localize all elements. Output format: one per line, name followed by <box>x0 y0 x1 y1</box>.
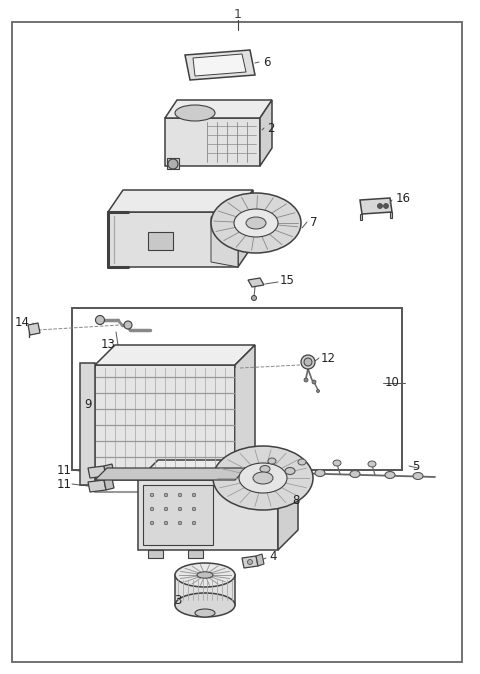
Polygon shape <box>260 100 272 166</box>
Circle shape <box>248 559 252 565</box>
Polygon shape <box>360 214 362 220</box>
Polygon shape <box>143 485 213 545</box>
Circle shape <box>377 204 383 208</box>
Ellipse shape <box>413 472 423 479</box>
Polygon shape <box>95 345 255 365</box>
Ellipse shape <box>211 193 301 253</box>
Text: 14: 14 <box>14 317 29 330</box>
Ellipse shape <box>195 609 215 617</box>
Circle shape <box>301 355 315 369</box>
Text: 9: 9 <box>84 398 92 412</box>
Circle shape <box>316 390 320 392</box>
Text: 11: 11 <box>57 477 72 491</box>
Polygon shape <box>165 118 260 166</box>
Text: 4: 4 <box>269 549 276 563</box>
Text: 10: 10 <box>385 377 400 390</box>
Circle shape <box>124 321 132 329</box>
Circle shape <box>252 295 256 301</box>
Polygon shape <box>148 550 163 558</box>
Polygon shape <box>138 480 278 550</box>
Ellipse shape <box>175 593 235 617</box>
Circle shape <box>384 204 388 208</box>
Ellipse shape <box>175 563 235 587</box>
Circle shape <box>164 493 168 497</box>
Circle shape <box>150 521 154 525</box>
Text: 3: 3 <box>174 594 182 607</box>
Polygon shape <box>185 50 255 80</box>
Polygon shape <box>165 100 272 118</box>
Ellipse shape <box>213 446 313 510</box>
Ellipse shape <box>315 470 325 477</box>
Circle shape <box>192 508 196 511</box>
Ellipse shape <box>368 461 376 467</box>
Text: 13: 13 <box>101 338 115 352</box>
Circle shape <box>168 159 178 169</box>
Circle shape <box>312 380 316 384</box>
Text: 11: 11 <box>57 464 72 477</box>
Ellipse shape <box>333 460 341 466</box>
Text: 2: 2 <box>267 121 275 135</box>
Polygon shape <box>95 365 235 480</box>
Circle shape <box>150 508 154 511</box>
Circle shape <box>304 358 312 366</box>
Circle shape <box>96 315 105 324</box>
Polygon shape <box>188 550 203 558</box>
Polygon shape <box>95 468 247 480</box>
Polygon shape <box>88 480 106 492</box>
Circle shape <box>192 493 196 497</box>
Text: 16: 16 <box>396 191 411 204</box>
Ellipse shape <box>350 470 360 477</box>
Polygon shape <box>248 278 264 287</box>
Circle shape <box>150 493 154 497</box>
Polygon shape <box>167 158 179 169</box>
Ellipse shape <box>298 459 306 465</box>
Polygon shape <box>211 212 238 267</box>
Polygon shape <box>390 212 392 218</box>
Text: 15: 15 <box>280 274 295 288</box>
Text: 7: 7 <box>310 216 317 228</box>
Polygon shape <box>108 190 253 212</box>
Ellipse shape <box>175 105 215 121</box>
Polygon shape <box>238 190 253 267</box>
Polygon shape <box>278 460 298 550</box>
Ellipse shape <box>268 458 276 464</box>
Text: 5: 5 <box>412 460 420 472</box>
Polygon shape <box>148 232 173 250</box>
Polygon shape <box>80 363 95 485</box>
Polygon shape <box>235 345 255 480</box>
Polygon shape <box>193 54 246 76</box>
Polygon shape <box>28 323 40 335</box>
Polygon shape <box>104 478 114 490</box>
Circle shape <box>178 493 182 497</box>
Ellipse shape <box>253 472 273 484</box>
Ellipse shape <box>239 463 287 493</box>
Polygon shape <box>256 554 264 566</box>
Circle shape <box>178 508 182 511</box>
Text: 12: 12 <box>321 352 336 365</box>
Polygon shape <box>360 198 392 214</box>
Polygon shape <box>108 212 238 267</box>
Circle shape <box>164 508 168 511</box>
Circle shape <box>304 378 308 382</box>
Text: 6: 6 <box>263 55 271 69</box>
Ellipse shape <box>385 472 395 479</box>
Polygon shape <box>138 460 298 480</box>
Text: 8: 8 <box>292 493 300 506</box>
Circle shape <box>164 521 168 525</box>
Text: 1: 1 <box>234 7 242 20</box>
Polygon shape <box>242 556 258 568</box>
Circle shape <box>192 521 196 525</box>
Ellipse shape <box>234 209 278 237</box>
Ellipse shape <box>246 217 266 229</box>
Circle shape <box>178 521 182 525</box>
Ellipse shape <box>285 468 295 474</box>
Polygon shape <box>88 466 106 478</box>
Ellipse shape <box>260 466 270 472</box>
Polygon shape <box>104 464 114 476</box>
Ellipse shape <box>197 572 213 578</box>
Polygon shape <box>175 575 235 605</box>
Bar <box>72 308 402 470</box>
